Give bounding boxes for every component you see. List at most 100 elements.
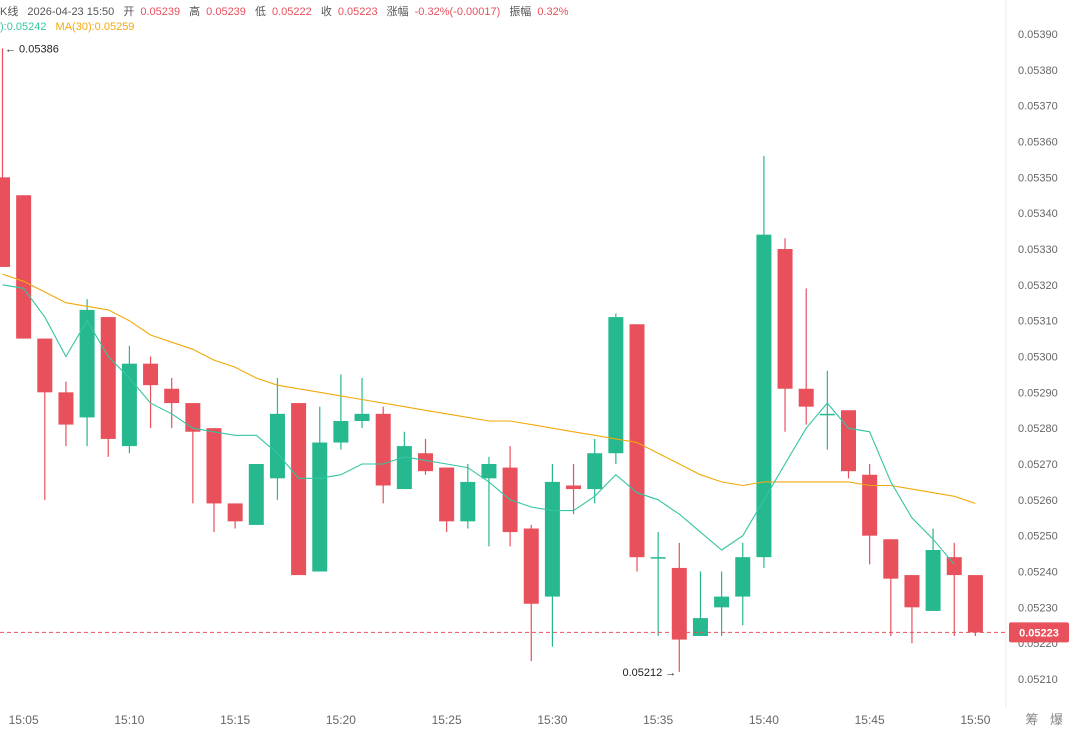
low-label: 低	[254, 6, 266, 18]
candle-body	[735, 557, 751, 597]
last-price-label: 0.05223	[1019, 627, 1059, 639]
candle-body	[777, 249, 793, 389]
chart-title: K线	[0, 6, 19, 18]
y-tick-label: 0.05260	[1018, 495, 1058, 507]
candle-body	[58, 392, 74, 425]
ma30-line	[2, 273, 976, 504]
candle-date: 2026-04-23 15:50	[27, 6, 115, 18]
candle-body	[566, 485, 582, 490]
candle-body	[841, 410, 856, 472]
candle-body	[862, 474, 878, 536]
candle-body	[206, 428, 222, 504]
high-annotation: ← 0.05386	[5, 43, 59, 55]
close-label: 收	[320, 6, 332, 18]
last-price-tag	[1009, 622, 1069, 643]
candle-body	[248, 464, 264, 525]
y-tick-label: 0.05350	[1018, 172, 1058, 184]
candle-body	[100, 317, 116, 439]
low-value: 0.05222	[271, 6, 312, 18]
high-value: 0.05239	[206, 6, 246, 18]
candle-body	[587, 453, 603, 490]
candle-body	[79, 309, 95, 418]
x-tick-label: 15:05	[9, 713, 39, 727]
y-tick-label: 0.05210	[1018, 674, 1058, 686]
y-tick-label: 0.05240	[1018, 567, 1058, 579]
candle-body	[418, 453, 433, 472]
y-tick-label: 0.05310	[1018, 316, 1058, 328]
candle-body	[629, 324, 645, 558]
candle-body	[37, 338, 53, 393]
candle-body	[16, 195, 32, 339]
candle-body	[354, 413, 370, 421]
x-tick-label: 15:30	[537, 713, 567, 727]
candle-body	[608, 317, 624, 454]
candle-body	[798, 388, 814, 407]
candle-body	[185, 403, 201, 432]
y-tick-label: 0.05390	[1018, 29, 1058, 41]
candle-body	[692, 618, 708, 636]
candle-body	[946, 557, 962, 576]
candle-body	[291, 403, 307, 576]
candle-body	[925, 550, 941, 611]
x-tick-label: 15:50	[960, 713, 990, 727]
candle-body	[544, 481, 560, 597]
liquidation-icon[interactable]: 爆	[1049, 712, 1063, 727]
candle-body	[904, 575, 920, 608]
x-tick-label: 15:35	[643, 713, 673, 727]
candle-body	[312, 442, 328, 572]
candle-body	[883, 539, 899, 579]
ma-legend: ):0.05242 MA(30):0.05259	[0, 21, 140, 33]
x-tick-label: 15:40	[749, 713, 779, 727]
x-tick-label: 15:25	[432, 713, 462, 727]
open-value: 0.05239	[140, 6, 181, 18]
y-tick-label: 0.05290	[1018, 387, 1058, 399]
amplitude-value: 0.32%	[537, 6, 569, 18]
change-label: 涨幅	[386, 6, 409, 18]
change-value: -0.32%(-0.00017)	[414, 6, 501, 18]
y-tick-label: 0.05300	[1018, 352, 1058, 364]
high-label: 高	[189, 6, 201, 18]
candle-body	[333, 421, 349, 443]
y-tick-label: 0.05270	[1018, 459, 1058, 471]
ma30-legend: MA(30):0.05259	[55, 21, 135, 33]
x-tick-label: 15:20	[326, 713, 356, 727]
candle-body	[0, 177, 10, 267]
ma10-legend: ):0.05242	[0, 21, 47, 33]
x-tick-label: 15:10	[114, 713, 144, 727]
open-label: 开	[123, 6, 135, 18]
x-tick-label: 15:45	[855, 713, 885, 727]
toolbar-icons: 筹 爆	[1017, 709, 1063, 728]
candle-body	[375, 413, 391, 486]
close-value: 0.05223	[337, 6, 378, 18]
candle-body	[714, 596, 730, 608]
chips-icon[interactable]: 筹	[1025, 712, 1039, 727]
y-tick-label: 0.05230	[1018, 602, 1058, 614]
y-tick-label: 0.05370	[1018, 101, 1058, 113]
candle-body	[967, 575, 983, 633]
y-tick-label: 0.05360	[1018, 137, 1058, 149]
candle-body	[396, 446, 412, 490]
y-tick-label: 0.05320	[1018, 280, 1058, 292]
amplitude-label: 振幅	[509, 6, 532, 18]
candle-body	[523, 528, 539, 604]
y-tick-label: 0.05250	[1018, 531, 1058, 543]
y-tick-label: 0.05330	[1018, 244, 1058, 256]
candle-body	[756, 234, 772, 558]
y-tick-label: 0.05340	[1018, 208, 1058, 220]
y-tick-label: 0.05280	[1018, 423, 1058, 435]
candle-body	[481, 464, 497, 479]
x-tick-label: 15:15	[220, 713, 250, 727]
candle-body	[460, 481, 476, 522]
candle-body	[121, 363, 137, 447]
low-annotation: 0.05212 →	[622, 667, 676, 679]
candle-body	[143, 363, 159, 386]
candle-body	[227, 503, 243, 522]
candle-body	[671, 567, 687, 640]
y-tick-label: 0.05380	[1018, 65, 1058, 77]
candle-body	[650, 557, 666, 559]
candle-body	[164, 388, 180, 404]
candle-body	[819, 413, 835, 416]
ma10-line	[2, 284, 955, 565]
